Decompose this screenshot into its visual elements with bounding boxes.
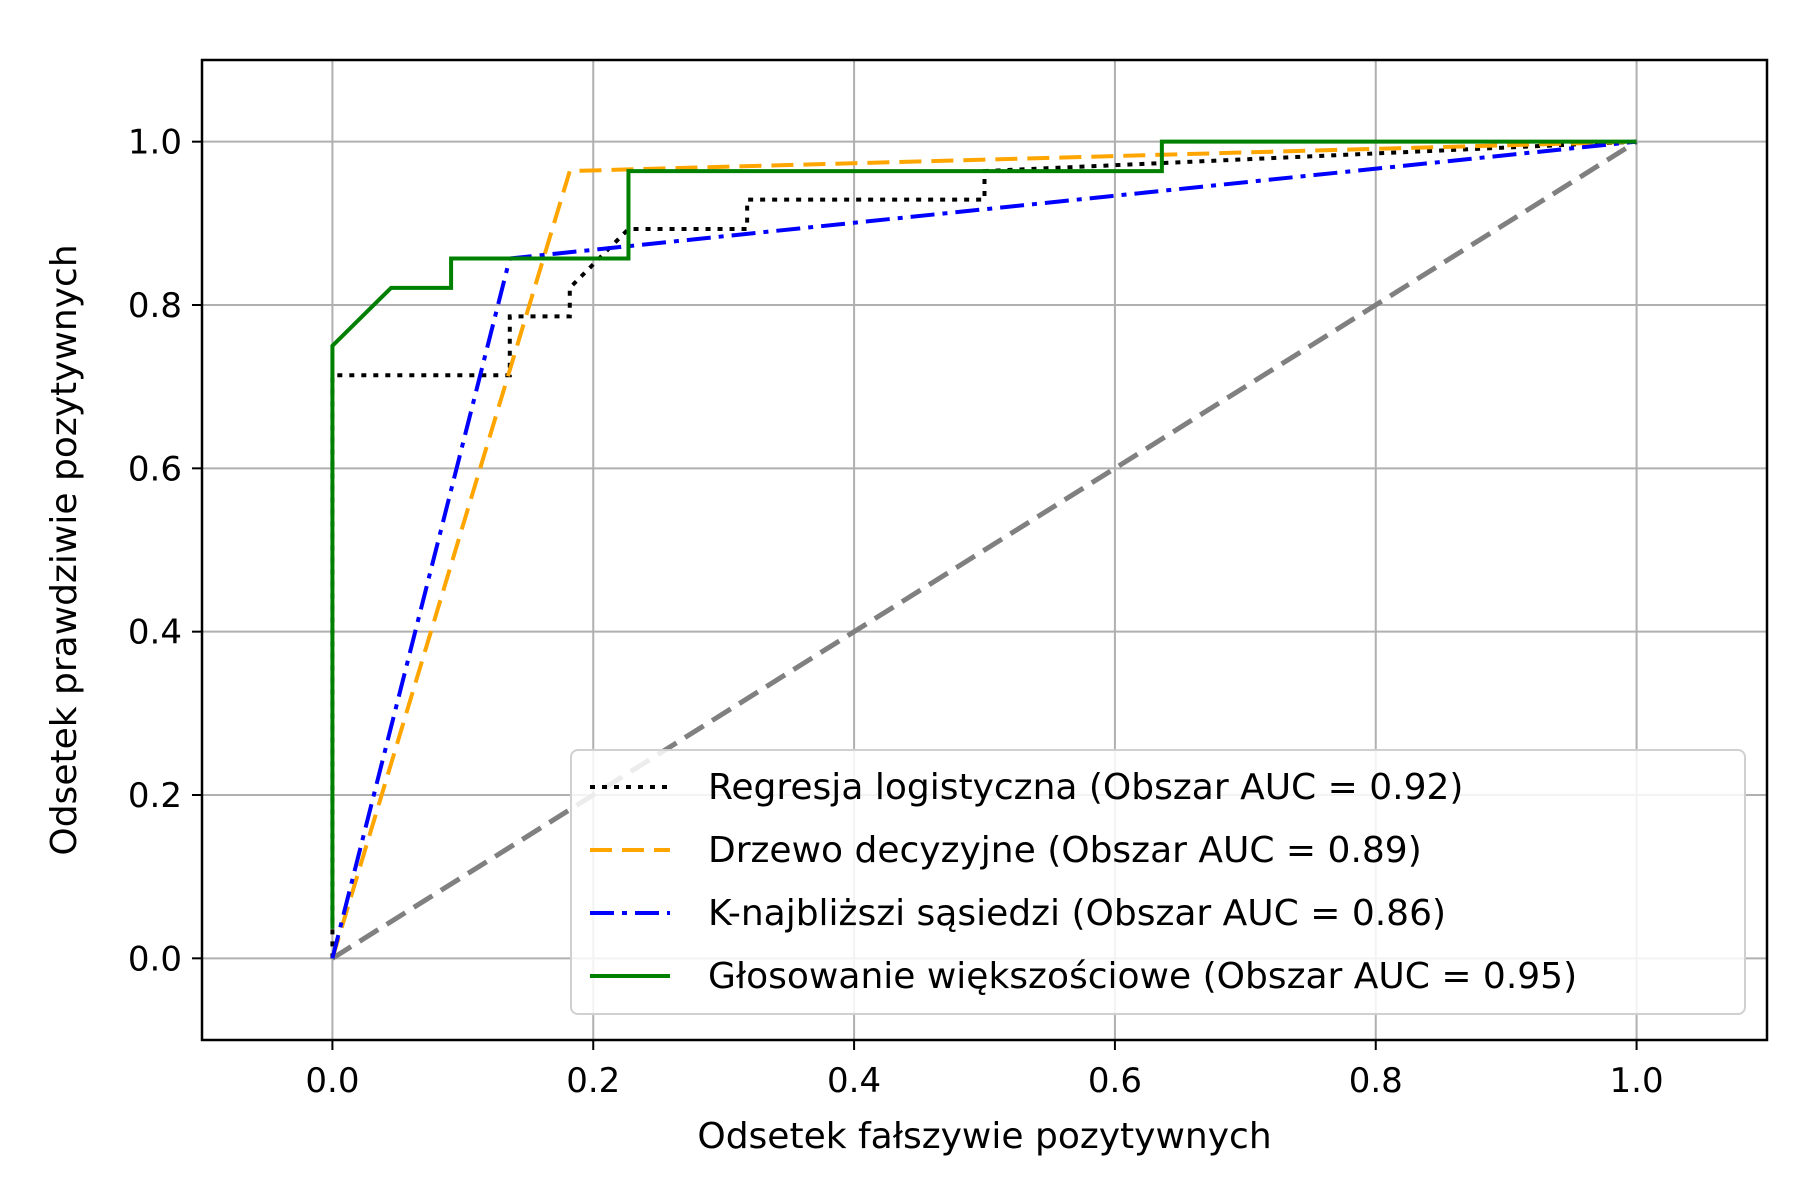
legend: Regresja logistyczna (Obszar AUC = 0.92)… [570, 749, 1746, 1015]
plot-area [330, 139, 1638, 961]
y-tick-label: 0.0 [128, 939, 182, 979]
y-tick-label: 0.8 [128, 286, 182, 326]
reference-diagonal-line [331, 139, 1638, 961]
series-line-4 [330, 139, 1637, 929]
y-tick-label: 0.2 [128, 776, 182, 816]
legend-label: Drzewo decyzyjne (Obszar AUC = 0.89) [708, 830, 1422, 871]
x-tick-label: 0.4 [827, 1061, 881, 1101]
y-axis-label: Odsetek prawdziwie pozytywnych [44, 244, 85, 855]
series-line-2 [330, 139, 1637, 959]
legend-label: K-najbliższi sąsiedzi (Obszar AUC = 0.86… [708, 893, 1446, 934]
legend-label: Regresja logistyczna (Obszar AUC = 0.92) [708, 767, 1463, 808]
x-tick-label: 0.2 [566, 1061, 620, 1101]
x-tick-label: 0.8 [1349, 1061, 1403, 1101]
y-tick-label: 0.6 [128, 449, 182, 489]
x-axis-label: Odsetek fałszywie pozytywnych [697, 1116, 1271, 1157]
legend-box [570, 749, 1746, 1015]
legend-label: Głosowanie większościowe (Obszar AUC = 0… [708, 956, 1577, 997]
x-tick-label: 0.0 [305, 1061, 359, 1101]
plot-frame [200, 58, 1769, 1042]
x-tick-label: 0.6 [1088, 1061, 1142, 1101]
x-tick-label: 1.0 [1610, 1061, 1664, 1101]
y-tick-label: 1.0 [128, 123, 182, 163]
y-tick-label: 0.4 [128, 613, 182, 653]
axis-ticks: 0.0 0.2 0.4 0.6 0.8 1.0 0.0 0.2 0.4 0.6 0.8 1.0 [128, 123, 1664, 1101]
